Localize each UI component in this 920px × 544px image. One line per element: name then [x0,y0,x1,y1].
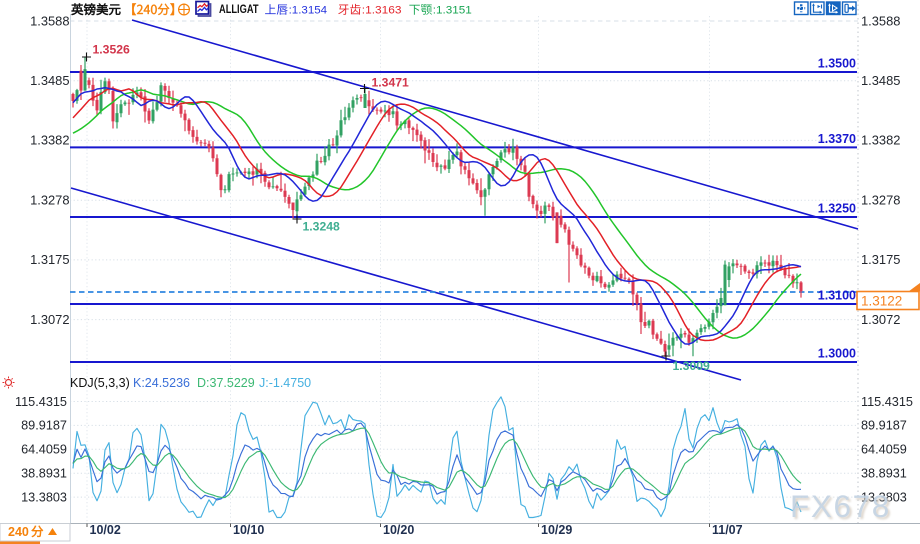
svg-text:1.3175: 1.3175 [861,252,900,267]
svg-text:1.3382: 1.3382 [861,133,900,148]
svg-text:KDJ(5,3,3): KDJ(5,3,3) [70,376,130,390]
svg-text:1.3122: 1.3122 [861,294,902,309]
svg-text:240: 240 [8,525,29,539]
svg-text:1.3072: 1.3072 [30,312,69,327]
svg-text:1.3000: 1.3000 [818,347,856,361]
svg-text:38.8931: 38.8931 [861,467,907,481]
svg-text:1.3471: 1.3471 [372,76,409,90]
svg-text:10/02: 10/02 [90,523,121,537]
svg-text:1.3588: 1.3588 [861,13,900,28]
svg-text:D:37.5229: D:37.5229 [197,376,255,390]
svg-text:1.3588: 1.3588 [30,13,69,28]
svg-text:1.3072: 1.3072 [861,312,900,327]
svg-text:1.3250: 1.3250 [818,202,856,216]
svg-text:K:24.5236: K:24.5236 [133,376,190,390]
svg-text:FX678: FX678 [790,488,891,524]
svg-text:1.3500: 1.3500 [818,57,856,71]
svg-text:1.3175: 1.3175 [30,252,69,267]
svg-text:13.3803: 13.3803 [21,490,67,504]
svg-text:38.8931: 38.8931 [21,467,67,481]
svg-text:1.3382: 1.3382 [30,133,69,148]
svg-text::1.3154: :1.3154 [289,4,328,16]
svg-text:1.3278: 1.3278 [861,193,900,208]
svg-text:1.3248: 1.3248 [303,220,340,234]
svg-text:115.4315: 115.4315 [15,395,67,409]
svg-text:64.4059: 64.4059 [21,443,67,457]
svg-text:10/20: 10/20 [383,523,414,537]
svg-text:1.3370: 1.3370 [818,132,856,146]
svg-text:1.3485: 1.3485 [30,73,69,88]
svg-text:1.3009: 1.3009 [673,359,710,373]
svg-text:64.4059: 64.4059 [861,443,907,457]
svg-text:1.3485: 1.3485 [861,73,900,88]
svg-text:89.9187: 89.9187 [21,419,67,433]
svg-text:11/07: 11/07 [712,523,743,537]
svg-text:89.9187: 89.9187 [861,419,907,433]
svg-text::1.3163: :1.3163 [362,4,402,16]
svg-text:J:-1.4750: J:-1.4750 [259,376,311,390]
svg-text:1.3526: 1.3526 [93,43,130,57]
svg-text:115.4315: 115.4315 [861,395,913,409]
svg-text::1.3151: :1.3151 [433,4,472,16]
svg-text:1.3100: 1.3100 [818,289,856,303]
svg-text:ALLIGAT: ALLIGAT [219,3,259,16]
svg-text:13.3803: 13.3803 [861,490,907,504]
svg-text:10/10: 10/10 [233,523,264,537]
svg-text:10/29: 10/29 [541,523,572,537]
svg-text:1.3278: 1.3278 [30,193,69,208]
